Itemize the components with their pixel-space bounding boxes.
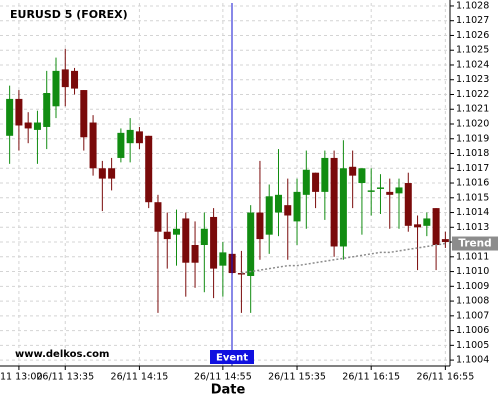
y-tick-label: 1.1004 (456, 355, 489, 366)
y-tick-label: 1.1021 (456, 104, 489, 115)
y-tick-label: 1.1005 (456, 340, 489, 351)
candle-body (339, 168, 347, 247)
candle-body (135, 131, 143, 144)
candle-body (376, 187, 384, 189)
y-tick-label: 1.1015 (456, 192, 489, 203)
candle-body (404, 183, 412, 226)
y-tick-label: 1.1006 (456, 325, 489, 336)
candle-body (210, 216, 218, 269)
x-tick-label: 26/11 14:55 (194, 372, 252, 383)
candle-body (61, 69, 69, 88)
candles (6, 48, 449, 313)
y-tick-label: 1.1007 (456, 310, 489, 321)
candle-body (330, 157, 338, 247)
candle-body (349, 166, 357, 176)
trend-label: Trend (458, 238, 491, 250)
candle-body (43, 93, 51, 127)
candle-body (33, 122, 41, 130)
candle-body (219, 252, 227, 266)
candle-body (414, 224, 422, 228)
y-tick-label: 1.1016 (456, 178, 489, 189)
candle-body (293, 191, 301, 222)
x-axis-label: Date (211, 383, 246, 398)
candle-body (237, 273, 245, 275)
candle-body (89, 122, 97, 169)
x-tick-label: 26/11 16:15 (342, 372, 400, 383)
y-tick-label: 1.1025 (456, 45, 489, 56)
candle-body (108, 168, 116, 179)
candle-body (432, 208, 440, 245)
y-tick-label: 1.1026 (456, 30, 489, 41)
y-tick-label: 1.1010 (456, 266, 489, 277)
candle-body (386, 191, 394, 195)
x-tick-label: 26/11 15:35 (268, 372, 326, 383)
candle-body (6, 98, 14, 136)
x-tick-label: 11 13:00 (0, 372, 43, 383)
candle-body (145, 135, 153, 203)
y-tick-label: 1.1020 (456, 119, 489, 130)
y-tick-label: 1.1024 (456, 59, 489, 70)
candle-body (52, 70, 60, 107)
grid (0, 3, 450, 366)
candle-body (395, 187, 403, 194)
candle-body (173, 228, 181, 235)
y-tick-label: 1.1023 (456, 74, 489, 85)
candle-body (200, 228, 208, 245)
y-tick-label: 1.1011 (456, 251, 489, 262)
candle-body (265, 196, 273, 235)
candle-body (284, 205, 292, 216)
candle-body (441, 239, 449, 243)
y-tick-label: 1.1019 (456, 133, 489, 144)
y-tick-label: 1.1022 (456, 89, 489, 100)
trend-label-box (452, 236, 498, 251)
candle-body (163, 231, 171, 240)
y-tick-label: 1.1008 (456, 296, 489, 307)
candle-body (358, 168, 366, 184)
y-tick-label: 1.1009 (456, 281, 489, 292)
candle-body (126, 129, 134, 144)
chart-title: EURUSD 5 (FOREX) (10, 8, 128, 21)
candle-body (191, 245, 199, 263)
y-tick-label: 1.1013 (456, 222, 489, 233)
x-tick-label: 26/11 14:15 (111, 372, 169, 383)
candle-body (312, 172, 320, 192)
candle-body (98, 168, 106, 179)
x-tick-label: 26/11 13:35 (36, 372, 94, 383)
x-tick-label: 26/11 16:55 (416, 372, 474, 383)
watermark: www.delkos.com (15, 349, 109, 360)
y-tick-label: 1.1027 (456, 15, 489, 26)
candle-body (15, 98, 23, 126)
candle-body (71, 70, 79, 89)
y-tick-label: 1.1018 (456, 148, 489, 159)
candle-body (321, 157, 329, 192)
candle-body (24, 122, 32, 129)
event-label: Event (216, 353, 248, 364)
y-tick-label: 1.1014 (456, 207, 489, 218)
y-tick-label: 1.1028 (456, 0, 489, 11)
event-box (210, 350, 254, 364)
candle-body (274, 194, 282, 213)
candle-body (154, 202, 162, 232)
candle-body (423, 218, 431, 226)
candle-body (302, 169, 310, 195)
candle-body (247, 212, 255, 276)
candle-body (80, 90, 88, 138)
candle-body (117, 132, 125, 158)
candle-body (256, 212, 264, 240)
candle-body (367, 190, 375, 192)
y-tick-label: 1.1017 (456, 163, 489, 174)
candle-body (182, 218, 190, 263)
